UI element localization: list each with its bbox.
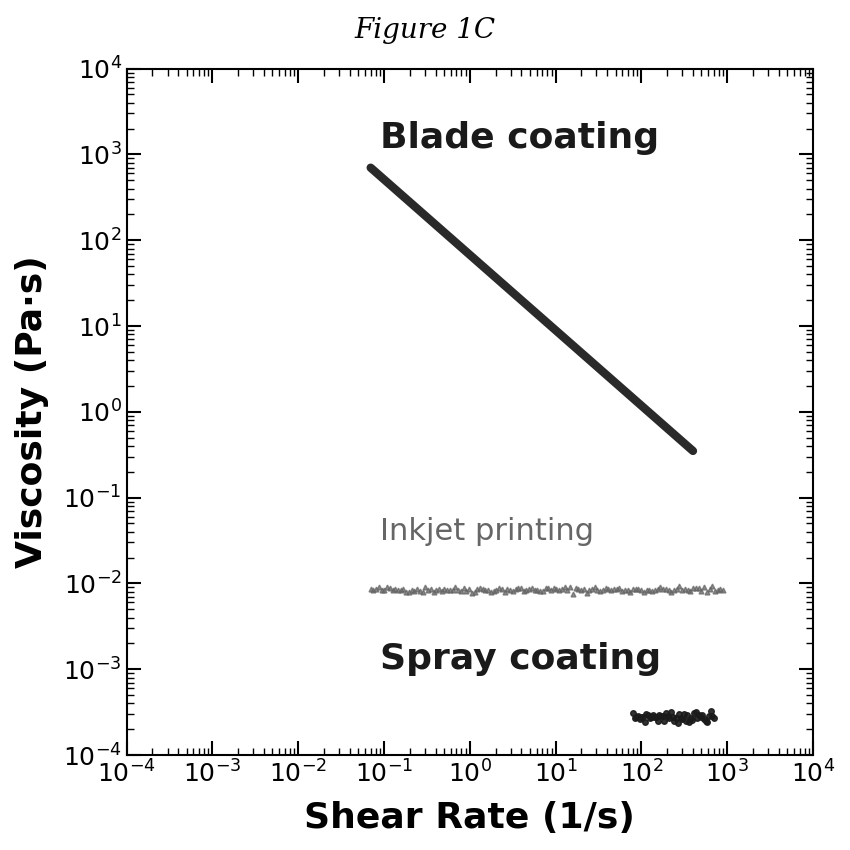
X-axis label: Shear Rate (1/s): Shear Rate (1/s) — [304, 801, 635, 835]
Text: Figure 1C: Figure 1C — [354, 17, 496, 44]
Text: Blade coating: Blade coating — [380, 121, 659, 155]
Text: Spray coating: Spray coating — [380, 643, 661, 677]
Y-axis label: Viscosity (Pa·s): Viscosity (Pa·s) — [15, 256, 49, 568]
Text: Inkjet printing: Inkjet printing — [380, 517, 594, 546]
